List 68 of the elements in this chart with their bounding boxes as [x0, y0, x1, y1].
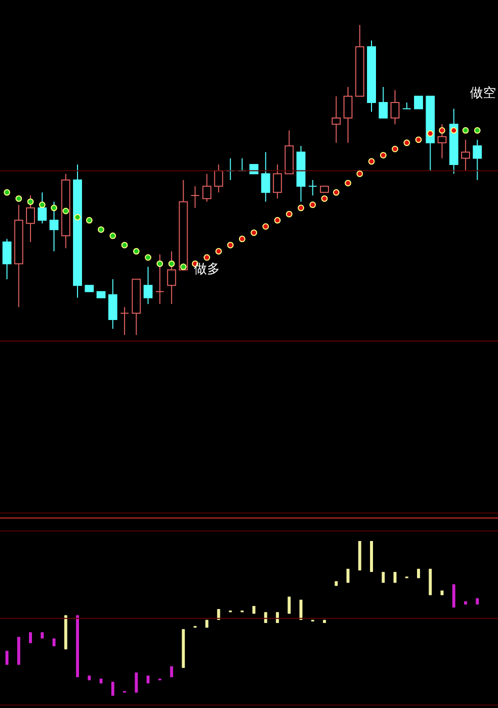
candlestick	[272, 164, 282, 200]
point	[144, 254, 152, 261]
candlestick	[49, 201, 58, 252]
candlestick	[308, 180, 318, 196]
point	[86, 217, 93, 224]
point	[404, 140, 410, 146]
point	[286, 210, 292, 218]
point	[227, 242, 234, 248]
candlestick	[202, 173, 212, 202]
point	[380, 152, 386, 158]
point	[332, 189, 340, 196]
point	[121, 242, 128, 248]
point	[98, 226, 104, 233]
point	[15, 195, 22, 202]
candlestick	[5, 650, 8, 666]
candlestick	[261, 152, 270, 202]
candlestick	[144, 266, 153, 304]
candlestick	[38, 192, 47, 224]
candlestick	[346, 568, 350, 584]
point	[238, 236, 246, 242]
point	[474, 127, 481, 134]
candlestick	[332, 96, 341, 144]
annotation: 做多	[194, 262, 220, 277]
point	[415, 136, 422, 143]
candlestick	[249, 164, 258, 174]
candlestick	[288, 596, 291, 614]
point	[110, 232, 116, 240]
point	[262, 223, 269, 230]
point	[309, 202, 316, 208]
annotation: 做空	[470, 86, 496, 101]
point	[204, 254, 210, 261]
point	[4, 189, 10, 196]
point	[215, 248, 222, 255]
point	[450, 127, 458, 134]
point	[156, 260, 164, 267]
point	[27, 198, 34, 205]
point	[298, 204, 304, 212]
point	[50, 204, 58, 212]
point	[427, 130, 434, 137]
point	[62, 208, 69, 214]
point	[356, 170, 363, 178]
candlestick	[414, 96, 424, 110]
point	[274, 217, 281, 224]
candlestick	[472, 139, 482, 180]
point	[344, 180, 352, 186]
point	[74, 214, 81, 220]
candlestick	[190, 186, 200, 208]
point	[168, 260, 175, 267]
candlestick	[438, 124, 447, 159]
point	[180, 264, 187, 270]
point	[321, 195, 328, 202]
candlestick	[2, 238, 12, 280]
candlestick	[155, 254, 164, 304]
candlestick	[26, 195, 35, 242]
candlestick	[214, 164, 224, 193]
point	[133, 248, 140, 255]
point	[392, 146, 398, 152]
candlestick	[378, 86, 388, 118]
point	[39, 202, 46, 208]
point	[462, 127, 469, 134]
candlestick	[390, 90, 400, 125]
candlestick	[461, 139, 470, 172]
candlestick	[120, 306, 130, 336]
point	[250, 229, 258, 236]
candlestick	[343, 86, 352, 144]
point	[438, 127, 446, 134]
candlestick	[167, 250, 176, 304]
point	[368, 158, 375, 165]
